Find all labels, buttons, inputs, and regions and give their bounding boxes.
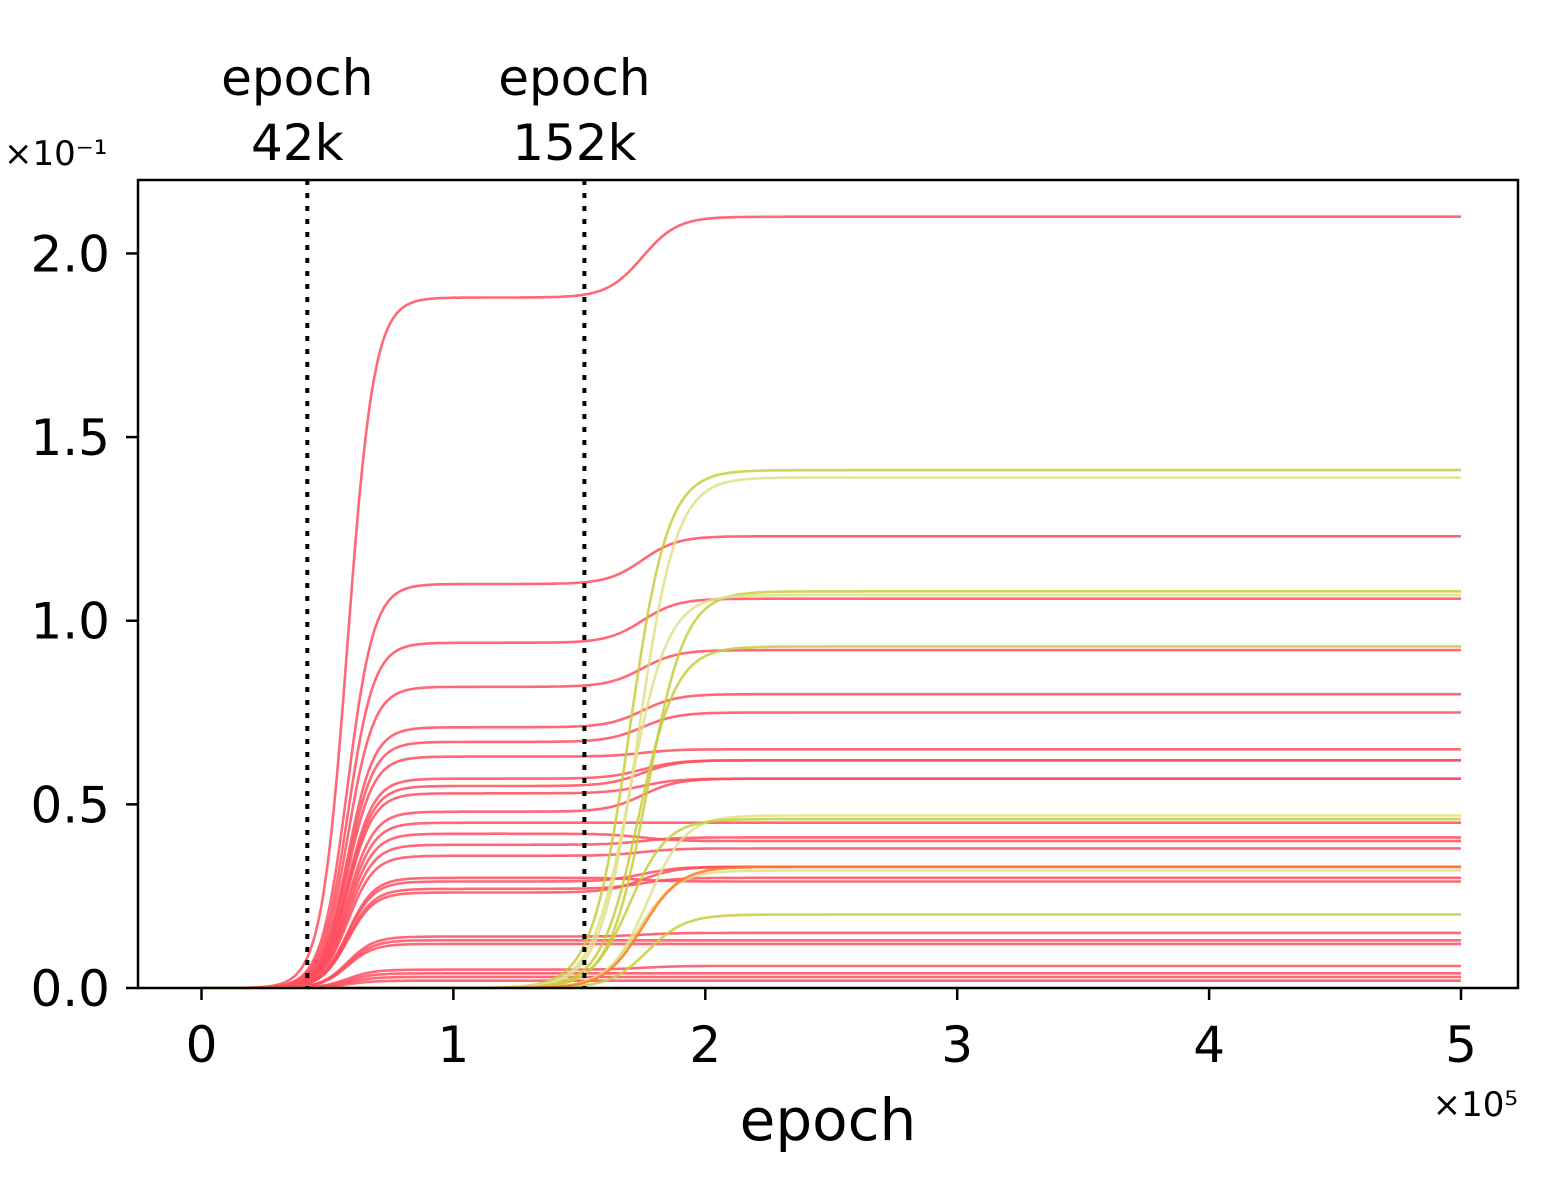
x-tick-label: 3 (941, 1016, 973, 1074)
olive-series-line-5 (201, 645, 1461, 988)
red-series-line-13 (201, 832, 1461, 988)
red-series-line-16 (201, 876, 1461, 988)
x-ticks: 0 1 2 3 4 5 (186, 988, 1477, 1074)
annotation-label-line1: epoch (498, 49, 650, 107)
red-series-line-25 (201, 975, 1461, 988)
red-series-line-22 (201, 942, 1461, 988)
red-series-line-15 (201, 847, 1461, 988)
series-layer (201, 215, 1461, 988)
x-multiplier: ×10⁵ (1433, 1085, 1518, 1125)
y-ticks: 0.0 0.5 1.0 1.5 2.0 (30, 225, 138, 1018)
red-series-line-12 (201, 821, 1461, 988)
red-series-line-2 (201, 535, 1461, 988)
red-series-line-11 (201, 777, 1461, 988)
x-tick-label: 1 (437, 1016, 469, 1074)
olive-series-line-4 (201, 593, 1461, 988)
y-tick-label: 0.0 (30, 960, 110, 1018)
red-series-line-18 (201, 876, 1461, 988)
y-tick-label: 2.0 (30, 225, 110, 283)
y-tick-label: 1.0 (30, 593, 110, 651)
annotation-label-line2: 42k (251, 114, 344, 172)
olive-series-line-8 (201, 869, 1461, 988)
y-tick-label: 0.5 (30, 776, 110, 834)
red-series-line-7 (201, 748, 1461, 988)
red-series-line-10 (201, 777, 1461, 988)
y-multiplier: ×10⁻¹ (4, 134, 107, 174)
olive-series-line-2 (201, 476, 1461, 988)
red-series-line-20 (201, 931, 1461, 988)
red-series-line-24 (201, 972, 1461, 988)
annotation-label-line1: epoch (221, 49, 373, 107)
red-series-line-21 (201, 939, 1461, 988)
x-tick-label: 4 (1193, 1016, 1225, 1074)
red-series-line-3 (201, 597, 1461, 988)
y-tick-label: 1.5 (30, 409, 110, 467)
annotations: epoch 42k epoch 152k (221, 49, 650, 172)
red-series-line-4 (201, 648, 1461, 988)
red-series-line-5 (201, 692, 1461, 988)
olive-series-line-1 (201, 468, 1461, 988)
red-series-line-6 (201, 711, 1461, 988)
olive-series-line-3 (201, 590, 1461, 988)
olive-series-line-7 (201, 817, 1461, 988)
red-series-line-9 (201, 759, 1461, 988)
annotation-lines (305, 180, 587, 988)
x-axis-label: epoch (740, 1086, 917, 1154)
olive-series-line-6 (201, 814, 1461, 988)
red-series-line-26 (201, 979, 1461, 988)
red-series-line-1 (201, 215, 1461, 988)
plot-frame (136, 178, 1520, 990)
red-series-line-23 (201, 964, 1461, 988)
orange-series-line-1 (201, 865, 1461, 988)
olive-series-line-9 (201, 913, 1461, 988)
x-tick-label: 2 (689, 1016, 721, 1074)
annotation-label-line2: 152k (512, 114, 636, 172)
x-tick-label: 5 (1445, 1016, 1477, 1074)
red-series-line-14 (201, 836, 1461, 988)
x-tick-label: 0 (186, 1016, 218, 1074)
